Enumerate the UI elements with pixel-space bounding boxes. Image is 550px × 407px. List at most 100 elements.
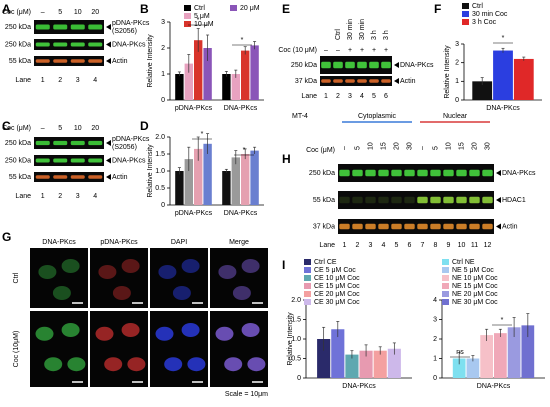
panel-letter: G bbox=[2, 230, 11, 244]
micrograph bbox=[30, 311, 88, 387]
lane-header: 10 bbox=[74, 9, 82, 16]
lane-number: 3 bbox=[369, 242, 373, 249]
arrowhead bbox=[106, 58, 111, 64]
cell bbox=[224, 357, 243, 372]
header-label: Coc (μM) bbox=[2, 125, 31, 132]
category-label: DNA-PKcs bbox=[224, 210, 258, 217]
panel-letter: C bbox=[2, 119, 11, 133]
band-name: DNA-PKcs bbox=[112, 41, 146, 48]
lane-header: 5 bbox=[432, 146, 439, 150]
blot-strip bbox=[34, 39, 104, 50]
cell bbox=[52, 286, 71, 300]
cell bbox=[241, 323, 260, 337]
band bbox=[482, 169, 493, 177]
lane-number: 4 bbox=[360, 93, 364, 100]
panel-letter: A bbox=[2, 2, 11, 16]
legend-label: NE 5 μM Coc bbox=[452, 267, 494, 274]
band bbox=[333, 79, 343, 83]
bar bbox=[250, 45, 259, 100]
lane-number: 5 bbox=[395, 242, 399, 249]
bar bbox=[184, 159, 193, 205]
band bbox=[339, 196, 350, 204]
band bbox=[53, 158, 68, 163]
bar bbox=[507, 327, 521, 378]
lane-number: 2 bbox=[58, 193, 62, 200]
band bbox=[357, 79, 367, 83]
cell bbox=[158, 265, 177, 279]
y-tick-label: 1 bbox=[161, 71, 165, 78]
band bbox=[404, 169, 415, 177]
micrograph bbox=[90, 311, 148, 387]
kda-label: 250 kDa bbox=[5, 24, 31, 31]
lane-header: 20 bbox=[393, 142, 400, 150]
lane-header: + bbox=[372, 47, 376, 54]
lane-header: – bbox=[41, 125, 45, 132]
y-tick-label: 2.0 bbox=[155, 134, 165, 141]
band-name: Actin bbox=[112, 174, 128, 181]
y-tick-label: 1 bbox=[455, 78, 459, 85]
lane-header: 15 bbox=[458, 142, 465, 150]
kda-label: 55 kDa bbox=[9, 174, 31, 181]
y-tick-label: 3 bbox=[433, 316, 437, 323]
kda-label: 37 kDa bbox=[313, 223, 335, 230]
band bbox=[321, 79, 331, 83]
cell bbox=[241, 259, 260, 273]
cell bbox=[181, 323, 200, 337]
arrowhead bbox=[496, 197, 501, 203]
band bbox=[365, 196, 376, 204]
cell bbox=[187, 357, 206, 372]
band bbox=[381, 79, 391, 83]
band-name: Actin bbox=[400, 78, 416, 85]
cell bbox=[121, 323, 140, 337]
arrowhead bbox=[106, 41, 111, 48]
legend-swatch bbox=[304, 283, 311, 289]
bar bbox=[480, 335, 493, 378]
legend-label: 20 μM bbox=[240, 5, 260, 12]
cell bbox=[215, 326, 234, 341]
condition-label: 30 min bbox=[359, 19, 366, 40]
cell bbox=[164, 357, 183, 372]
fraction-label: Nuclear bbox=[443, 113, 468, 120]
bar bbox=[222, 74, 231, 100]
lane-header: 30 bbox=[406, 142, 413, 150]
band bbox=[404, 223, 415, 230]
bar bbox=[331, 329, 345, 378]
significance-mark: * bbox=[502, 35, 505, 42]
legend-label: 30 min Coc bbox=[472, 11, 508, 18]
lane-number: 4 bbox=[93, 193, 97, 200]
arrowhead bbox=[394, 78, 399, 84]
row-label: Ctrl bbox=[13, 272, 20, 283]
band bbox=[404, 196, 415, 204]
legend-label: CE 30 μM Coc bbox=[314, 299, 360, 306]
y-tick-label: 0.5 bbox=[291, 355, 301, 362]
bar bbox=[493, 50, 513, 100]
y-tick-label: 0 bbox=[297, 375, 301, 382]
legend-swatch bbox=[304, 299, 311, 305]
header-label: Coc (μM) bbox=[306, 147, 335, 154]
band bbox=[417, 223, 428, 230]
band bbox=[88, 24, 103, 30]
column-label: DNA-PKcs bbox=[42, 239, 76, 246]
lane-number: 1 bbox=[41, 193, 45, 200]
lane-header: 10 bbox=[367, 142, 374, 150]
lane-header: 10 bbox=[74, 125, 82, 132]
band bbox=[482, 196, 493, 204]
lane-header: – bbox=[336, 47, 340, 54]
column-label: DAPI bbox=[171, 239, 187, 246]
significance-mark: * bbox=[501, 317, 504, 324]
lane-header: 5 bbox=[58, 9, 62, 16]
band-name: DNA-PKcs bbox=[112, 157, 146, 164]
category-label: DNA-PKcs bbox=[477, 383, 511, 390]
blot-strip bbox=[338, 191, 494, 209]
lane-number: 9 bbox=[447, 242, 451, 249]
lane-header: 20 bbox=[91, 9, 99, 16]
y-tick-label: 2 bbox=[455, 60, 459, 67]
bar bbox=[231, 157, 240, 205]
band bbox=[456, 169, 467, 177]
legend-label: CE 20 μM Coc bbox=[314, 291, 360, 298]
legend-label: 5 μM bbox=[194, 13, 210, 20]
band-name: pDNA-PKcs bbox=[112, 20, 150, 27]
lane-header: + bbox=[384, 47, 388, 54]
legend-swatch bbox=[442, 259, 449, 265]
legend-swatch bbox=[304, 291, 311, 297]
